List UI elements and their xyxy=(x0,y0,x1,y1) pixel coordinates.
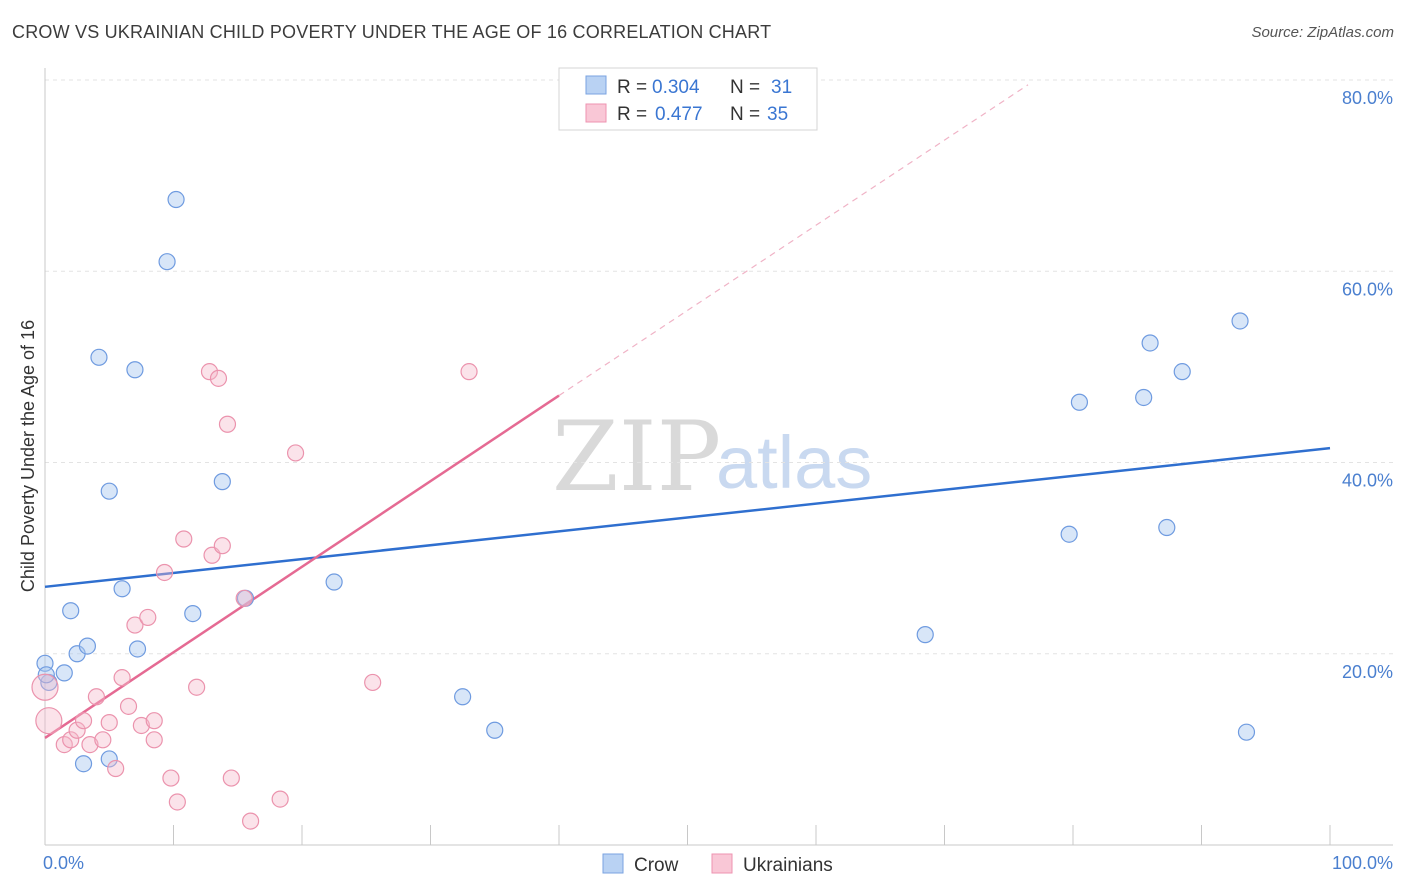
crow-point xyxy=(1231,312,1249,330)
axes xyxy=(44,68,1393,846)
bottom-legend-swatch-crow xyxy=(602,853,624,874)
crow-point xyxy=(113,580,131,598)
ukrainians-point xyxy=(218,415,237,433)
crow-point xyxy=(325,573,343,591)
ukrainians-point xyxy=(87,688,106,706)
crow-point xyxy=(1237,723,1256,741)
crow-point xyxy=(126,361,144,379)
ukrainians-point xyxy=(175,530,193,548)
chart-title: CROW VS UKRAINIAN CHILD POVERTY UNDER TH… xyxy=(12,22,772,42)
ukrainians-point xyxy=(145,712,163,730)
ukrainians-point xyxy=(460,363,478,381)
crow-point xyxy=(90,348,108,366)
ukrainians-point xyxy=(68,721,86,739)
ukrainians-point xyxy=(145,731,163,749)
trend-lines xyxy=(44,84,1331,739)
crow-point xyxy=(916,626,934,644)
crow-point xyxy=(78,637,97,655)
crow-point xyxy=(55,664,73,682)
grid-lines xyxy=(45,79,1393,655)
crow-point xyxy=(184,604,202,623)
watermark-zip: ZIP xyxy=(552,401,721,513)
y-tick-label: 40.0% xyxy=(1342,471,1393,491)
ukrainians-trend-extension xyxy=(558,84,1029,397)
ukrainians-point xyxy=(235,589,253,607)
ukrainians-point xyxy=(31,673,59,701)
ukrainians-point xyxy=(364,673,382,692)
ukrainians-point xyxy=(209,369,228,387)
y-tick-label: 60.0% xyxy=(1342,279,1393,299)
crow-point xyxy=(1135,388,1153,407)
data-points xyxy=(31,190,1256,830)
crow-point xyxy=(128,640,147,658)
x-tick-label-min: 0.0% xyxy=(43,853,84,873)
ukrainians-point xyxy=(81,735,99,754)
crow-point xyxy=(158,253,176,271)
ukrainians-trend-line xyxy=(44,394,560,739)
y-tick-label: 80.0% xyxy=(1342,88,1393,108)
ukrainians-point xyxy=(200,363,219,381)
legend-crow-r-value: 0.304 xyxy=(652,77,700,98)
y-tick-labels: 20.0% 40.0% 60.0% 80.0% xyxy=(1342,88,1393,682)
crow-point xyxy=(213,473,231,491)
legend-ukr-r-label: R = xyxy=(617,104,647,125)
legend-swatch-crow xyxy=(585,75,607,95)
ukrainians-point xyxy=(100,713,118,732)
ukrainians-point xyxy=(132,716,150,735)
bottom-legend: Crow Ukrainians xyxy=(602,853,833,876)
legend-ukr-r-value: 0.477 xyxy=(655,104,703,125)
legend: R = 0.304 N = 31 R = 0.477 N = 35 xyxy=(558,67,818,131)
y-axis-label: Child Poverty Under the Age of 16 xyxy=(18,320,38,592)
legend-ukr-n-value: 35 xyxy=(767,104,788,125)
crow-point xyxy=(100,482,118,500)
ukrainians-point xyxy=(107,759,125,778)
ukrainians-point xyxy=(213,537,231,555)
crow-point xyxy=(486,721,504,739)
source-label: Source: ZipAtlas.com xyxy=(1251,24,1394,41)
ukrainians-point xyxy=(271,790,289,808)
bottom-legend-swatch-ukrainians xyxy=(711,853,733,874)
crow-point xyxy=(62,602,80,620)
ukrainians-point xyxy=(126,616,144,634)
y-tick-label: 20.0% xyxy=(1342,662,1393,682)
crow-trend-line xyxy=(44,446,1331,589)
crow-point xyxy=(167,190,185,209)
ukrainians-point xyxy=(94,731,112,749)
x-tick-label-max: 100.0% xyxy=(1332,853,1393,873)
ukrainians-point xyxy=(168,793,186,811)
crow-point xyxy=(1173,363,1191,381)
ukrainians-point xyxy=(35,707,63,735)
ukrainians-point xyxy=(188,678,206,696)
ukrainians-point xyxy=(162,769,180,787)
legend-ukr-n-label: N = xyxy=(730,104,760,125)
ukrainians-point xyxy=(119,697,138,715)
crow-point xyxy=(1070,393,1089,411)
crow-point xyxy=(1060,525,1078,543)
legend-crow-n-label: N = xyxy=(730,77,760,98)
crow-point xyxy=(100,750,118,768)
crow-point xyxy=(454,688,472,706)
ukrainians-point xyxy=(139,608,157,627)
crow-point xyxy=(1141,334,1159,352)
ukrainians-point xyxy=(113,669,131,687)
legend-swatch-ukrainians xyxy=(585,103,607,123)
ukrainians-point xyxy=(222,769,240,787)
bottom-legend-crow: Crow xyxy=(634,855,679,876)
crow-point xyxy=(74,755,93,773)
ukrainians-point xyxy=(155,563,174,582)
legend-crow-r-label: R = xyxy=(617,77,647,98)
ukrainians-point xyxy=(62,731,80,749)
bottom-legend-ukrainians: Ukrainians xyxy=(743,855,833,876)
ukrainians-point xyxy=(74,712,93,730)
legend-crow-n-value: 31 xyxy=(771,77,792,98)
crow-point xyxy=(1158,518,1176,537)
ukrainians-point xyxy=(286,444,305,462)
x-tick-labels: 0.0% 100.0% xyxy=(43,853,1393,873)
ukrainians-point xyxy=(242,812,260,830)
